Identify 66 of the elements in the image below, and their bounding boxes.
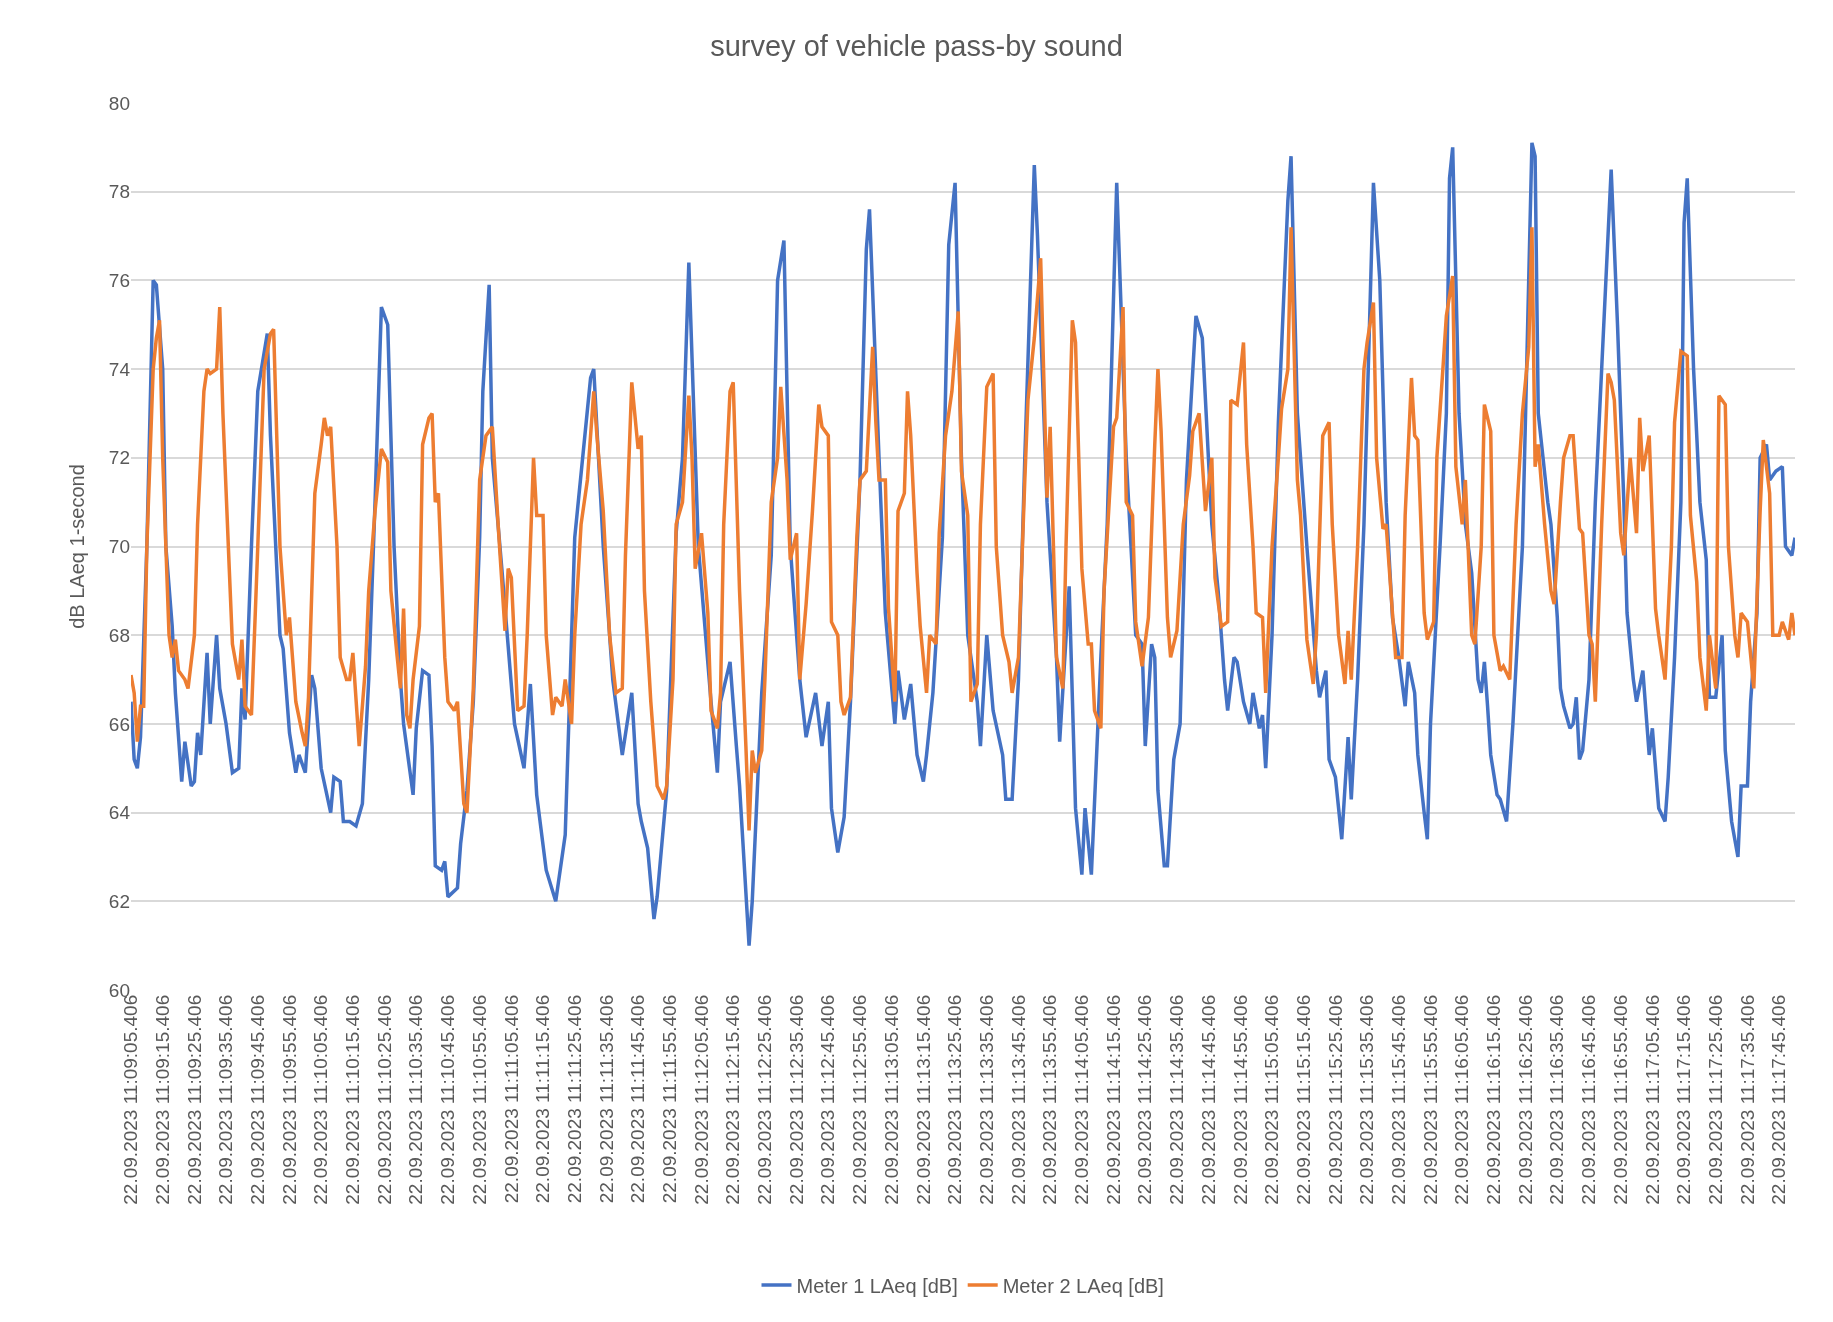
x-tick-label: 22.09.2023 11:09:15.406 <box>151 994 173 1205</box>
x-tick-label: 22.09.2023 11:11:15.406 <box>532 994 554 1204</box>
legend-label: Meter 1 LAeq [dB] <box>796 1274 958 1297</box>
y-tick-label: 64 <box>108 802 131 824</box>
y-axis-title: dB LAeq 1-second <box>66 464 89 629</box>
x-tick-label: 22.09.2023 11:11:25.406 <box>563 994 585 1204</box>
x-tick-label: 22.09.2023 11:16:45.406 <box>1578 994 1600 1205</box>
x-tick-label: 22.09.2023 11:09:45.406 <box>246 994 268 1205</box>
x-tick-label: 22.09.2023 11:10:15.406 <box>342 994 364 1205</box>
x-tick-label: 22.09.2023 11:12:35.406 <box>785 994 807 1205</box>
x-tick-label: 22.09.2023 11:14:45.406 <box>1197 994 1219 1205</box>
x-tick-label: 22.09.2023 11:13:35.406 <box>975 994 997 1205</box>
x-tick-label: 22.09.2023 11:11:05.406 <box>500 994 522 1204</box>
x-tick-label: 22.09.2023 11:14:55.406 <box>1229 994 1251 1205</box>
y-tick-label: 76 <box>108 270 130 292</box>
x-tick-label: 22.09.2023 11:12:55.406 <box>849 994 871 1205</box>
y-tick-label: 74 <box>108 358 131 380</box>
x-tick-label: 22.09.2023 11:10:35.406 <box>405 994 427 1205</box>
x-tick-label: 22.09.2023 11:16:15.406 <box>1483 994 1505 1205</box>
x-tick-label: 22.09.2023 11:15:15.406 <box>1292 994 1314 1205</box>
x-tick-label: 22.09.2023 11:17:05.406 <box>1641 994 1663 1205</box>
x-tick-label: 22.09.2023 11:12:15.406 <box>722 994 744 1205</box>
y-tick-label: 78 <box>108 181 130 203</box>
x-tick-label: 22.09.2023 11:10:55.406 <box>468 994 490 1205</box>
x-tick-label: 22.09.2023 11:17:45.406 <box>1768 994 1790 1205</box>
x-tick-label: 22.09.2023 11:13:45.406 <box>1007 994 1029 1205</box>
x-tick-label: 22.09.2023 11:16:55.406 <box>1609 994 1631 1205</box>
x-tick-label: 22.09.2023 11:14:35.406 <box>1166 994 1188 1205</box>
x-tick-label: 22.09.2023 11:10:45.406 <box>437 994 459 1205</box>
x-tick-label: 22.09.2023 11:11:55.406 <box>658 994 680 1204</box>
x-tick-label: 22.09.2023 11:11:35.406 <box>595 994 617 1204</box>
y-tick-label: 72 <box>108 447 130 469</box>
x-tick-label: 22.09.2023 11:14:25.406 <box>1134 994 1156 1205</box>
y-tick-label: 80 <box>108 92 130 114</box>
x-tick-label: 22.09.2023 11:13:25.406 <box>944 994 966 1205</box>
y-tick-label: 70 <box>108 536 130 558</box>
x-tick-label: 22.09.2023 11:10:25.406 <box>373 994 395 1205</box>
y-tick-label: 62 <box>108 890 130 912</box>
x-tick-label: 22.09.2023 11:17:15.406 <box>1673 994 1695 1205</box>
x-tick-label: 22.09.2023 11:10:05.406 <box>310 994 332 1205</box>
x-tick-label: 22.09.2023 11:11:45.406 <box>627 994 649 1204</box>
x-tick-label: 22.09.2023 11:13:05.406 <box>880 994 902 1205</box>
x-tick-label: 22.09.2023 11:17:25.406 <box>1704 994 1726 1205</box>
x-tick-label: 22.09.2023 11:15:25.406 <box>1324 994 1346 1205</box>
x-tick-label: 22.09.2023 11:16:35.406 <box>1546 994 1568 1205</box>
x-tick-label: 22.09.2023 11:12:25.406 <box>754 994 776 1205</box>
x-tick-label: 22.09.2023 11:16:25.406 <box>1514 994 1536 1205</box>
x-tick-label: 22.09.2023 11:15:05.406 <box>1261 994 1283 1205</box>
y-tick-label: 66 <box>108 713 130 735</box>
x-tick-label: 22.09.2023 11:13:55.406 <box>1039 994 1061 1205</box>
x-tick-label: 22.09.2023 11:17:35.406 <box>1736 994 1758 1205</box>
x-tick-label: 22.09.2023 11:14:05.406 <box>1071 994 1093 1205</box>
x-tick-label: 22.09.2023 11:16:05.406 <box>1451 994 1473 1205</box>
legend-label: Meter 2 LAeq [dB] <box>1002 1274 1164 1297</box>
x-tick-label: 22.09.2023 11:14:15.406 <box>1102 994 1124 1205</box>
chart-title: survey of vehicle pass-by sound <box>710 30 1123 63</box>
x-tick-label: 22.09.2023 11:13:15.406 <box>912 994 934 1205</box>
x-tick-label: 22.09.2023 11:15:35.406 <box>1356 994 1378 1205</box>
x-tick-label: 22.09.2023 11:15:55.406 <box>1419 994 1441 1205</box>
x-tick-label: 22.09.2023 11:12:45.406 <box>817 994 839 1205</box>
x-tick-label: 22.09.2023 11:09:55.406 <box>278 994 300 1205</box>
x-tick-label: 22.09.2023 11:09:25.406 <box>183 994 205 1205</box>
x-tick-label: 22.09.2023 11:12:05.406 <box>690 994 712 1205</box>
x-tick-label: 22.09.2023 11:09:35.406 <box>215 994 237 1205</box>
x-tick-label: 22.09.2023 11:15:45.406 <box>1387 994 1409 1205</box>
y-tick-label: 68 <box>108 624 130 646</box>
